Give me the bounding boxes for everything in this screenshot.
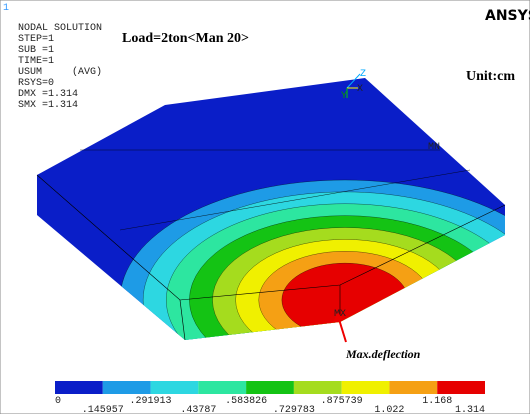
legend-swatch xyxy=(294,381,342,394)
info-line: STEP=1 xyxy=(18,34,54,45)
info-line: RSYS=0 xyxy=(18,78,54,89)
legend-swatch xyxy=(55,381,103,394)
legend-label: .729783 xyxy=(273,405,315,414)
info-line: DMX =1.314 xyxy=(18,89,78,100)
min-marker: MN xyxy=(428,142,440,153)
legend-swatch xyxy=(389,381,437,394)
annotation: Max.deflection xyxy=(345,347,421,361)
legend-swatch xyxy=(437,381,485,394)
legend-label: .145957 xyxy=(82,405,124,414)
legend-label: 1.314 xyxy=(455,405,485,414)
triad-y: Y xyxy=(341,91,347,102)
legend-swatch xyxy=(246,381,294,394)
triad-z: Z xyxy=(360,69,366,80)
legend-label: .875739 xyxy=(321,396,363,407)
legend-label: .43787 xyxy=(180,405,216,414)
legend-swatch xyxy=(198,381,246,394)
window-number: 1 xyxy=(3,3,9,14)
info-line: NODAL SOLUTION xyxy=(18,23,102,34)
title: Load=2ton<Man 20> xyxy=(122,31,249,46)
legend-swatch xyxy=(151,381,199,394)
legend-label: .291913 xyxy=(130,396,172,407)
triad-x: X xyxy=(357,84,363,95)
legend-swatch xyxy=(103,381,151,394)
legend-label: 1.168 xyxy=(422,396,452,407)
info-line: TIME=1 xyxy=(18,56,54,67)
legend-label: .583826 xyxy=(225,396,267,407)
info-line: SMX =1.314 xyxy=(18,100,78,111)
unit: Unit:cm xyxy=(466,69,515,84)
info-line: USUM (AVG) xyxy=(18,66,102,78)
info-line: SUB =1 xyxy=(18,45,54,56)
legend-label: 1.022 xyxy=(374,405,404,414)
legend-label: 0 xyxy=(55,396,61,407)
legend-swatch xyxy=(342,381,390,394)
ansys-window: 1 NODAL SOLUTIONSTEP=1SUB =1TIME=1USUM (… xyxy=(0,0,530,414)
logo: ANSYS xyxy=(485,8,530,24)
